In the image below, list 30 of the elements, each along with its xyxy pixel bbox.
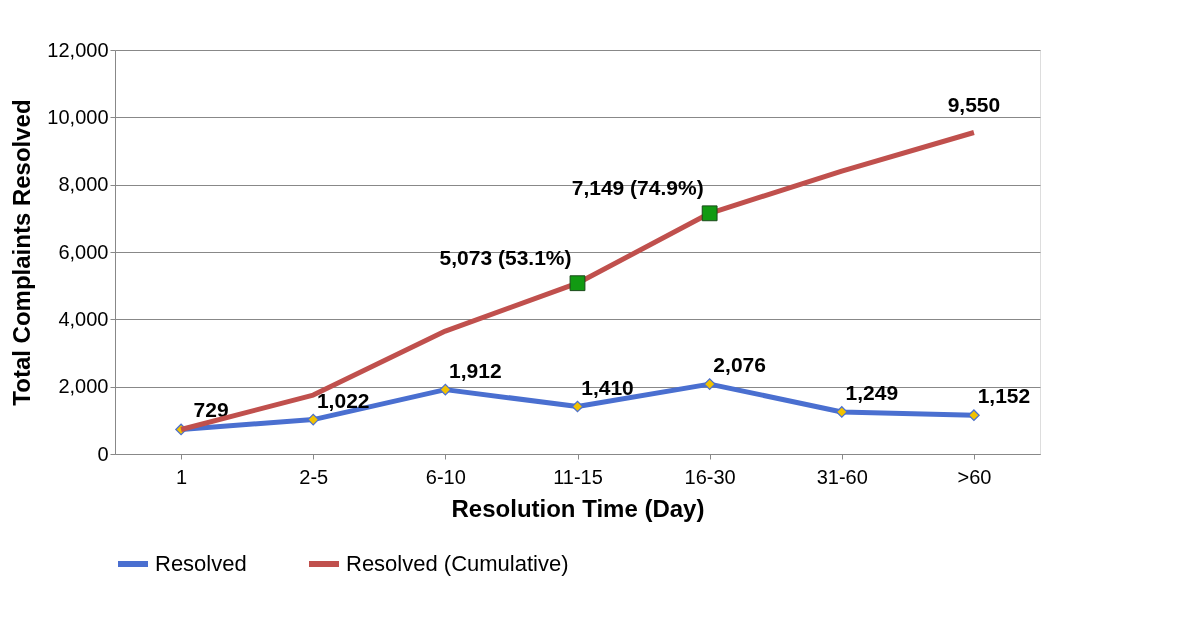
x-tick-label: 31-60 [816,465,868,488]
data-label: 1,249 [845,380,899,404]
y-axis-title: Total Complaints Resolved [8,99,36,406]
data-label: 9,550 [947,93,1001,117]
x-tick-label: 16-30 [684,465,736,488]
data-label: 5,073 (53.1%) [439,246,572,270]
data-label: 2,076 [713,353,766,377]
y-tick-label: 12,000 [47,38,109,61]
data-label: 1,912 [449,358,502,382]
y-tick-label: 2,000 [58,375,109,398]
x-tick-label: >60 [957,465,992,488]
y-tick-label: 0 [97,442,109,465]
data-label: 7,149 (74.9%) [571,176,704,200]
x-tick-label: 2-5 [299,465,329,488]
y-tick-label: 8,000 [58,173,109,196]
legend-label: Resolved (Cumulative) [346,551,569,576]
data-label: 729 [193,398,229,422]
x-tick-label: 1 [176,465,188,488]
x-tick-label: 6-10 [425,465,466,488]
y-tick-label: 10,000 [47,105,109,128]
data-label: 1,152 [977,384,1031,408]
point [703,378,716,390]
x-tick-label: 11-15 [553,465,603,488]
x-axis-title: Resolution Time (Day) [451,494,705,522]
point [968,409,980,422]
y-tick-label: 4,000 [58,307,109,330]
data-label: 1,410 [581,375,634,399]
y-tick-label: 6,000 [58,240,109,263]
legend-label: Resolved [155,551,247,576]
data-label: 1,022 [316,388,370,412]
